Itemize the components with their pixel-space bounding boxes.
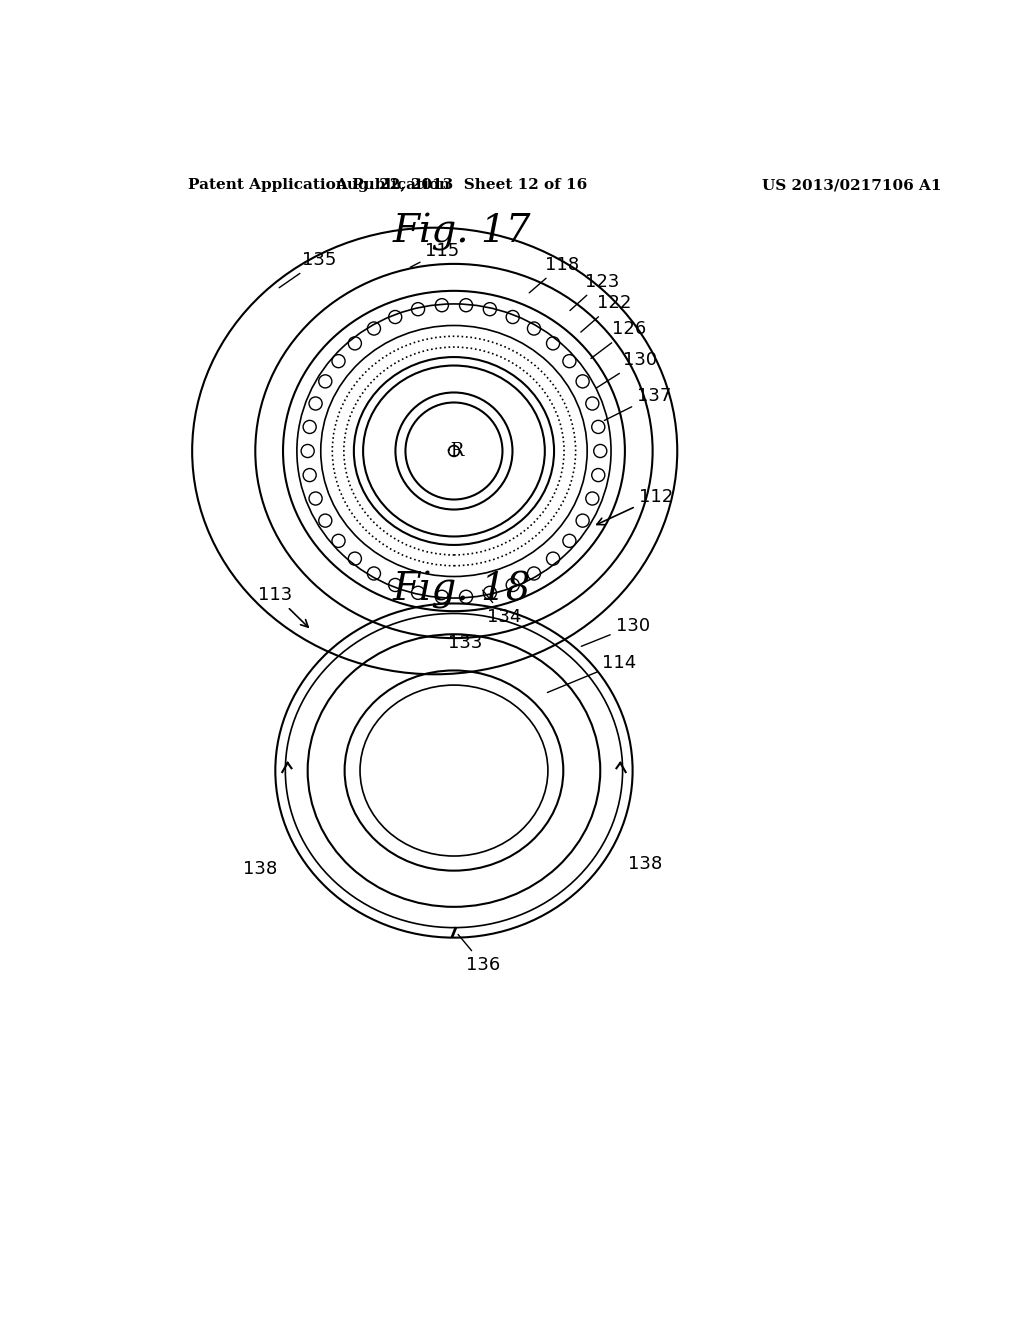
Text: 123: 123 [570, 273, 618, 310]
Text: US 2013/0217106 A1: US 2013/0217106 A1 [762, 178, 941, 193]
Text: ·R: ·R [445, 442, 464, 459]
Text: 135: 135 [280, 251, 337, 288]
Text: 114: 114 [548, 653, 637, 693]
Text: 130: 130 [582, 616, 649, 647]
Text: 138: 138 [628, 855, 663, 874]
Text: 136: 136 [458, 935, 501, 974]
Circle shape [449, 446, 460, 457]
Text: 130: 130 [596, 351, 657, 388]
Text: 137: 137 [604, 387, 672, 421]
Text: 126: 126 [591, 321, 646, 359]
Text: 112: 112 [597, 488, 673, 525]
Text: Patent Application Publication: Patent Application Publication [188, 178, 451, 193]
Text: 138: 138 [243, 861, 278, 878]
Text: 115: 115 [411, 242, 460, 267]
Text: 134: 134 [482, 590, 521, 626]
Text: Fig. 18: Fig. 18 [392, 570, 530, 609]
Text: 113: 113 [258, 586, 308, 627]
Text: Aug. 22, 2013  Sheet 12 of 16: Aug. 22, 2013 Sheet 12 of 16 [336, 178, 588, 193]
Text: 118: 118 [529, 256, 579, 293]
Text: 133: 133 [449, 635, 482, 652]
Text: Fig. 17: Fig. 17 [392, 213, 530, 251]
Text: 122: 122 [581, 294, 632, 333]
